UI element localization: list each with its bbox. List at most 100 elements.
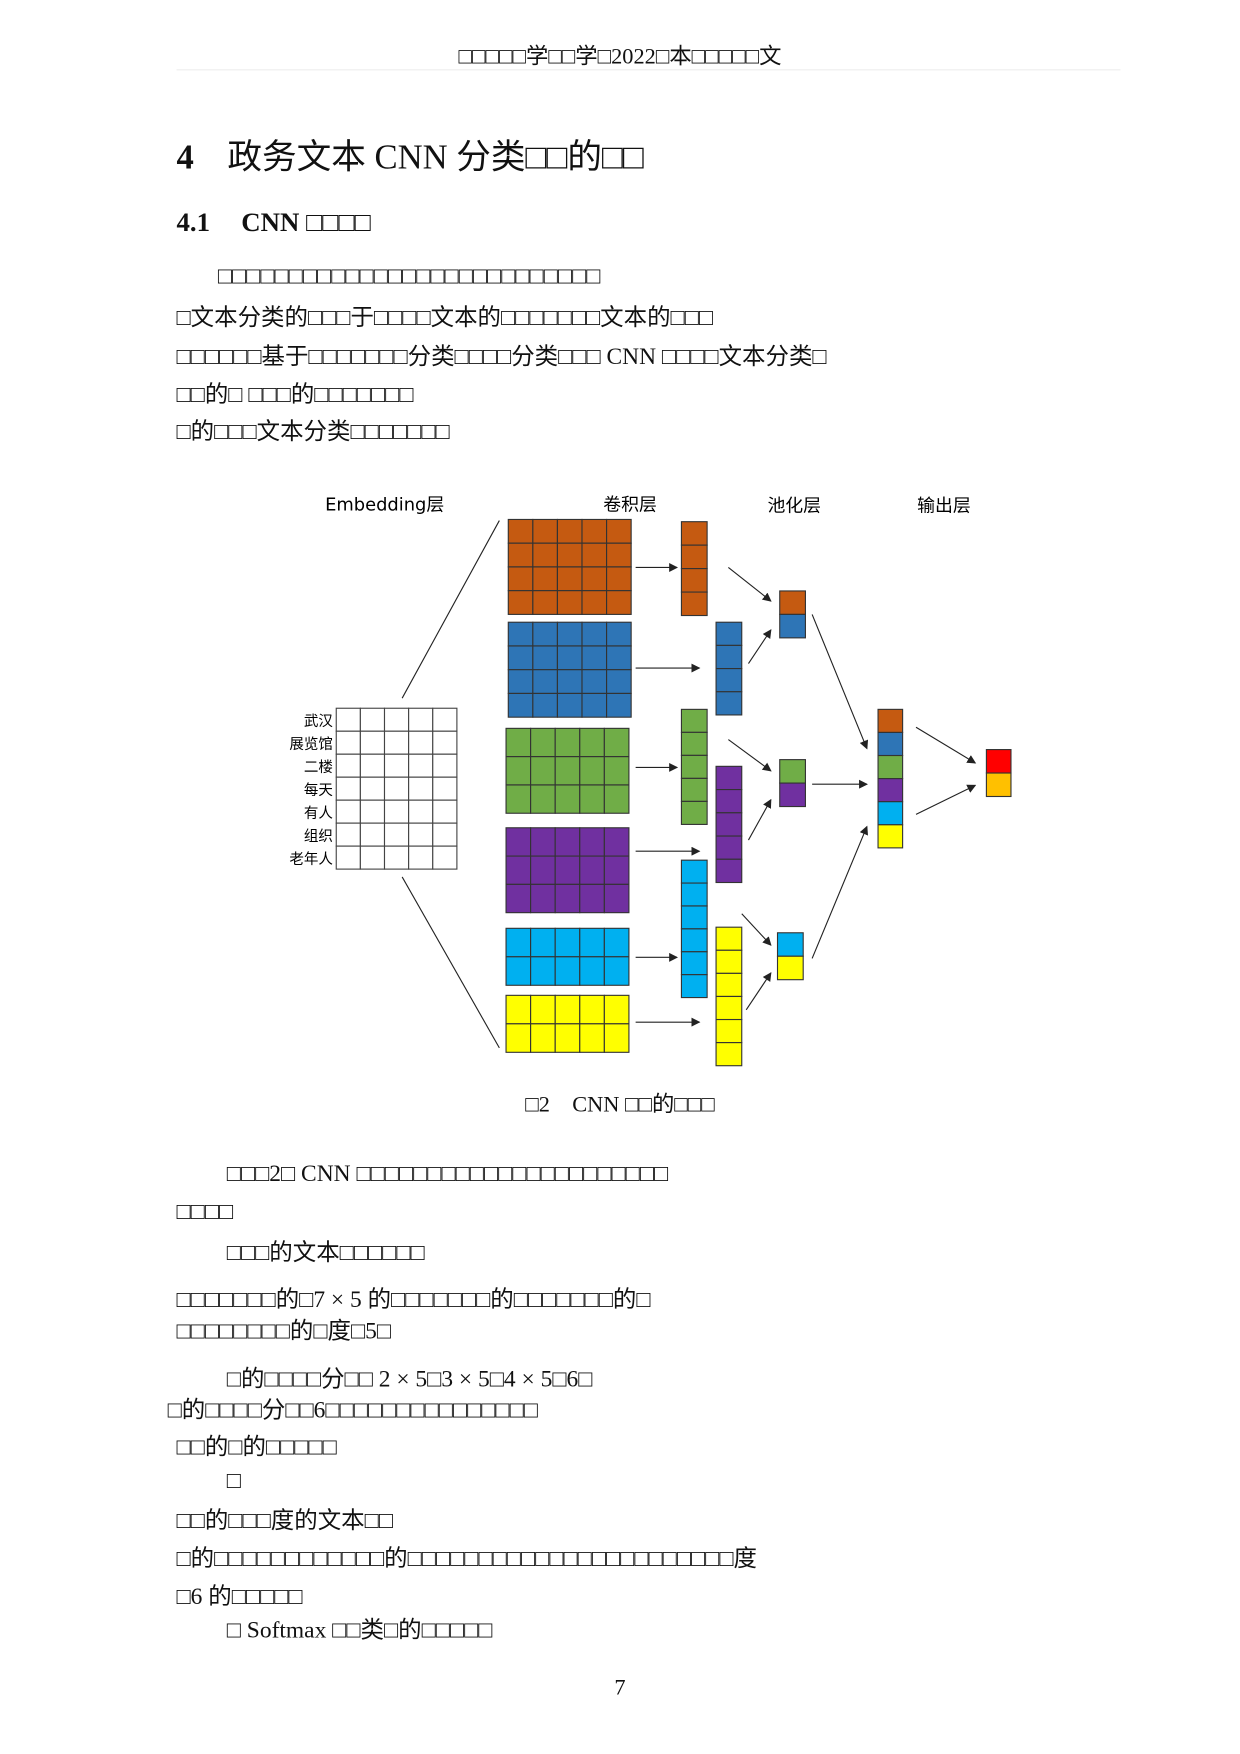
chapter-heading: 4 政务文本 CNN 分类□□的□□ xyxy=(177,128,644,178)
pooled-pair xyxy=(776,955,804,981)
filter-cell-green xyxy=(530,727,556,758)
filter-cell-cyan xyxy=(530,927,556,958)
feature-map-green xyxy=(680,754,708,779)
filter-cell-yellow xyxy=(603,994,630,1025)
embedding-cell xyxy=(359,707,386,732)
arrow xyxy=(811,614,869,750)
filter-cell-orange xyxy=(556,566,583,592)
section-number: 4.1 xyxy=(176,208,211,238)
paragraph-line: □文本分类的□□□于□□□□文本的□□□□□□□文本的□□□ xyxy=(176,303,714,331)
filter-cell-purple xyxy=(554,883,581,914)
filter-cell-blue xyxy=(532,692,558,718)
embedding-cell xyxy=(408,730,434,755)
filter-cell-purple xyxy=(554,855,581,885)
concatenated-vector xyxy=(877,754,904,780)
feature-map-purple xyxy=(715,812,743,837)
embedding-cell xyxy=(432,822,458,847)
filter-cell-blue xyxy=(556,645,583,671)
feature-map-cyan xyxy=(680,974,708,999)
filter-cell-purple xyxy=(603,827,630,857)
filter-cell-yellow xyxy=(554,994,581,1025)
embedding-cell xyxy=(359,845,386,870)
embedding-cell xyxy=(335,799,361,824)
word-label: 二楼 xyxy=(304,759,333,776)
filter-cell-blue xyxy=(606,645,632,671)
filter-cell-cyan xyxy=(554,927,581,958)
arrow xyxy=(745,972,772,1011)
embedding-cell xyxy=(383,776,410,801)
running-header: □□□□□学□□学□2022□本□□□□□文 xyxy=(458,44,782,70)
feature-map-cyan xyxy=(680,882,708,907)
filter-cell-yellow xyxy=(530,1023,556,1053)
filter-cell-green xyxy=(603,784,630,814)
filter-cell-orange xyxy=(581,590,608,615)
filter-cell-orange xyxy=(532,518,558,544)
feature-map-cyan xyxy=(680,928,708,953)
filter-cell-blue xyxy=(556,692,583,718)
filter-cell-blue xyxy=(507,645,534,671)
paragraph-line: □ xyxy=(226,1466,241,1494)
feature-map-orange xyxy=(680,544,708,570)
filter-cell-blue xyxy=(532,621,558,647)
embedding-cell xyxy=(432,845,458,870)
word-label: 武汉 xyxy=(304,713,334,730)
filter-cell-orange xyxy=(556,542,583,568)
feature-map-blue xyxy=(715,668,743,693)
filter-cell-purple xyxy=(554,827,581,857)
filter-cell-orange xyxy=(581,518,608,544)
filter-cell-purple xyxy=(505,855,532,885)
filter-cell-orange xyxy=(606,518,632,544)
filter-cell-blue xyxy=(581,692,608,718)
word-label: 组织 xyxy=(304,828,333,845)
feature-map-cyan xyxy=(680,859,708,884)
filter-cell-cyan xyxy=(505,956,532,986)
filter-cell-green xyxy=(505,727,532,758)
filter-cell-blue xyxy=(606,692,632,718)
filter-cell-purple xyxy=(579,883,605,914)
embedding-cell xyxy=(432,776,458,801)
feature-map-purple xyxy=(715,789,743,814)
page-number: 7 xyxy=(614,1675,626,1701)
concatenated-vector xyxy=(877,824,904,849)
embedding-cell xyxy=(359,776,386,801)
filter-cell-cyan xyxy=(579,956,605,986)
word-label: 展览馆 xyxy=(289,736,333,753)
filter-cell-cyan xyxy=(530,956,556,986)
filter-cell-green xyxy=(579,784,605,814)
arrow xyxy=(728,739,772,772)
filter-cell-purple xyxy=(505,827,532,857)
word-label: 每天 xyxy=(304,782,334,799)
arrow xyxy=(915,726,977,764)
output-layer-label: 输出层 xyxy=(917,496,971,517)
filter-cell-blue xyxy=(532,669,558,694)
paragraph-line: □□□□□□□□的□度□5□ xyxy=(176,1317,392,1344)
filter-cell-blue xyxy=(507,692,534,718)
embedding-cell xyxy=(383,753,410,778)
filter-cell-purple xyxy=(579,855,605,885)
embedding-cell xyxy=(359,799,386,824)
projection-line xyxy=(401,876,500,1049)
section-heading: 4.1 CNN □□□□ xyxy=(177,209,371,239)
embedding-cell xyxy=(383,845,410,870)
embedding-cell xyxy=(359,730,386,755)
filter-cell-blue xyxy=(606,669,632,694)
concatenated-vector xyxy=(877,778,904,803)
feature-map-cyan xyxy=(680,905,708,930)
arrow xyxy=(728,567,772,602)
filter-cell-blue xyxy=(581,645,608,671)
filter-cell-orange xyxy=(507,542,534,568)
filter-cell-yellow xyxy=(603,1023,630,1053)
embedding-cell xyxy=(408,776,434,801)
paragraph-line: □□□□ xyxy=(176,1197,234,1225)
figure-caption: □2 CNN □□的□□□ xyxy=(525,1092,715,1118)
feature-map-yellow xyxy=(715,995,743,1021)
filter-cell-green xyxy=(579,756,605,786)
filter-cell-orange xyxy=(606,566,632,592)
feature-map-orange xyxy=(680,591,708,617)
paragraph-line: □的□□□文本分类□□□□□□□ xyxy=(176,417,450,445)
filter-cell-green xyxy=(554,756,581,786)
embedding-cell xyxy=(335,776,361,801)
paragraph-line: □□□□□□基于□□□□□□□分类□□□□分类□□□ CNN □□□□文本分类□ xyxy=(176,342,827,370)
filter-cell-green xyxy=(505,784,532,814)
